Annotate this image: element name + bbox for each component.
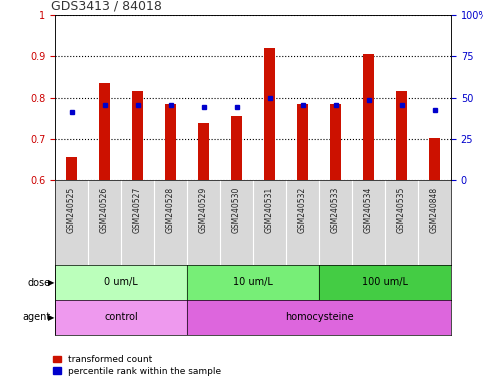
Text: GSM240532: GSM240532 (298, 187, 307, 233)
Text: GSM240526: GSM240526 (100, 187, 109, 233)
Text: agent: agent (22, 313, 50, 323)
Text: dose: dose (27, 278, 50, 288)
Bar (165, 104, 176, 180)
Text: GSM240525: GSM240525 (67, 187, 76, 233)
Bar (66, 157, 77, 180)
Bar (363, 54, 374, 180)
Text: 100 um/L: 100 um/L (362, 278, 408, 288)
Bar (264, 48, 275, 180)
Text: GSM240533: GSM240533 (331, 187, 340, 233)
Bar (231, 116, 242, 180)
Text: ▶: ▶ (47, 278, 54, 287)
Bar (99, 83, 110, 180)
Text: GSM240531: GSM240531 (265, 187, 274, 233)
Bar (187, 300, 451, 335)
Bar (330, 104, 341, 180)
Legend: transformed count, percentile rank within the sample: transformed count, percentile rank withi… (50, 352, 225, 379)
Bar (297, 104, 308, 180)
Bar (187, 265, 319, 300)
Text: control: control (104, 313, 138, 323)
Text: GSM240529: GSM240529 (199, 187, 208, 233)
Bar (132, 91, 143, 180)
Bar (396, 91, 407, 180)
Bar (55, 265, 187, 300)
Text: GDS3413 / 84018: GDS3413 / 84018 (51, 0, 162, 12)
Text: GSM240527: GSM240527 (133, 187, 142, 233)
Text: ▶: ▶ (47, 313, 54, 322)
Bar (198, 123, 209, 180)
Text: homocysteine: homocysteine (284, 313, 353, 323)
Bar (55, 300, 187, 335)
Text: GSM240530: GSM240530 (232, 187, 241, 233)
Text: GSM240534: GSM240534 (364, 187, 373, 233)
Bar (429, 137, 440, 180)
Text: 0 um/L: 0 um/L (104, 278, 138, 288)
Text: 10 um/L: 10 um/L (233, 278, 273, 288)
Text: GSM240528: GSM240528 (166, 187, 175, 233)
Text: GSM240848: GSM240848 (430, 187, 439, 233)
Bar (319, 265, 451, 300)
Text: GSM240535: GSM240535 (397, 187, 406, 233)
